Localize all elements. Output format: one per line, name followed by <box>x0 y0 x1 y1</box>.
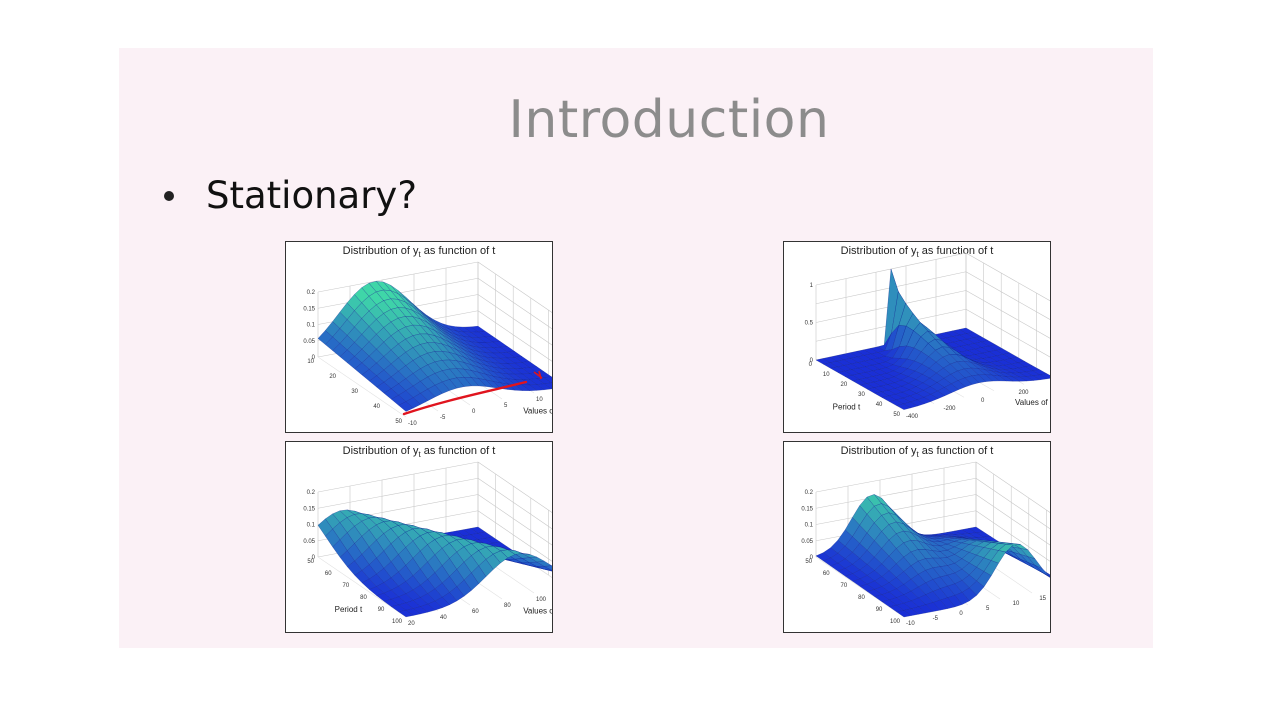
y-tick-label: 20 <box>408 621 415 627</box>
t-tick-label: 50 <box>893 412 900 418</box>
y-axis-label: Period t <box>833 403 861 412</box>
y-tick-label: -10 <box>906 621 915 627</box>
surface-plot: 0.20.150.10.0505060708090100204060801001… <box>303 461 553 627</box>
y-tick-label: -5 <box>440 415 446 421</box>
t-tick-label: 30 <box>351 389 358 395</box>
z-tick-label: 0.2 <box>307 490 316 496</box>
figure-title: Distribution of yt as function of t <box>840 445 994 460</box>
z-tick-label: 0.2 <box>805 490 814 496</box>
t-tick-label: 20 <box>329 374 336 380</box>
z-tick-label: 0 <box>312 355 316 361</box>
y-tick-label: 10 <box>1013 601 1020 607</box>
z-tick-label: 0.05 <box>801 539 813 545</box>
figure-bottom-right: Distribution of yt as function of t 0.2 0… <box>783 441 1051 633</box>
figure-top-right: Distribution of yt as function of t 1 0.5… <box>783 241 1051 433</box>
figure-top-left: Distribution of yt as function of t 0.2 0… <box>285 241 553 433</box>
z-tick-label: 0.1 <box>307 523 316 529</box>
y-tick-label: -10 <box>408 421 417 427</box>
t-tick-label: 40 <box>876 402 883 408</box>
t-tick-label: 50 <box>805 559 812 565</box>
surface-plot: 0.20.150.10.0505060708090100-10-50510152… <box>801 461 1050 627</box>
y-tick-label: 60 <box>472 609 479 615</box>
y-tick-label: -400 <box>906 414 919 420</box>
y-tick-label: -5 <box>933 616 939 622</box>
bullet-dot-icon <box>164 190 174 201</box>
t-tick-label: 70 <box>841 583 848 589</box>
z-tick-label: 0.05 <box>303 539 315 545</box>
y-axis-label: Period t <box>335 605 363 614</box>
z-tick-label: 0 <box>810 555 814 561</box>
z-tick-label: 0.1 <box>805 523 814 529</box>
y-tick-label: 0 <box>472 409 476 415</box>
y-tick-label: 15 <box>1039 596 1046 602</box>
t-tick-label: 0 <box>809 362 813 368</box>
t-tick-label: 20 <box>841 382 848 388</box>
t-tick-label: 100 <box>392 619 403 625</box>
pen-annotation <box>402 380 528 416</box>
y-tick-label: 0 <box>959 611 963 617</box>
t-tick-label: 90 <box>378 607 385 613</box>
y-tick-label: 0 <box>981 398 985 404</box>
figure-title: Distribution of yt as function of t <box>342 245 496 260</box>
y-tick-label: 10 <box>536 397 543 403</box>
t-tick-label: 60 <box>823 571 830 577</box>
y-tick-label: 100 <box>536 597 547 603</box>
y-tick-label: 5 <box>986 606 990 612</box>
t-tick-label: 50 <box>307 559 314 565</box>
t-tick-label: 10 <box>307 359 314 365</box>
x-axis-label: Values of Y <box>1015 398 1051 407</box>
y-tick-label: 80 <box>504 603 511 609</box>
bullet-text: Stationary? <box>206 174 417 217</box>
z-tick-label: 0 <box>312 555 316 561</box>
z-tick-label: 0.1 <box>307 323 316 329</box>
y-tick-label: 40 <box>440 615 447 621</box>
t-tick-label: 90 <box>876 607 883 613</box>
t-tick-label: 10 <box>823 372 830 378</box>
t-tick-label: 80 <box>360 595 367 601</box>
x-axis-label: Values of Y <box>523 406 553 415</box>
bullet-item: Stationary? <box>164 174 417 217</box>
surface-patch <box>1049 576 1050 578</box>
t-tick-label: 70 <box>343 583 350 589</box>
surface-patch <box>398 401 414 412</box>
y-tick-label: 5 <box>504 403 508 409</box>
z-tick-label: 0.15 <box>303 306 315 312</box>
z-tick-label: 0 <box>810 358 814 364</box>
figure-title: Distribution of yt as function of t <box>840 245 994 260</box>
y-tick-label: 200 <box>1019 390 1030 396</box>
z-tick-label: 0.5 <box>805 321 814 327</box>
z-tick-label: 0.05 <box>303 339 315 345</box>
surface-patch <box>896 610 912 618</box>
t-tick-label: 80 <box>858 595 865 601</box>
figure-title: Distribution of yt as function of t <box>342 445 496 460</box>
z-tick-label: 0.2 <box>307 290 316 296</box>
surface-plot: 0.20.150.10.0501020304050-10-5051015Valu… <box>303 261 553 427</box>
surface-patch <box>1034 565 1050 577</box>
slide-title: Introduction <box>508 90 830 150</box>
z-tick-label: 0.15 <box>303 506 315 512</box>
z-tick-label: 1 <box>810 283 814 289</box>
surface-patch <box>398 610 414 618</box>
surface-patch <box>896 403 912 410</box>
figure-bottom-left: Distribution of yt as function of t 0.2 0… <box>285 441 553 633</box>
x-axis-label: Values of Y <box>523 606 553 615</box>
t-tick-label: 100 <box>890 619 901 625</box>
z-tick-label: 0.15 <box>801 506 813 512</box>
pen-annotation-mark <box>533 370 543 380</box>
t-tick-label: 40 <box>373 404 380 410</box>
t-tick-label: 30 <box>858 392 865 398</box>
t-tick-label: 60 <box>325 571 332 577</box>
t-tick-label: 50 <box>395 419 402 425</box>
y-tick-label: -200 <box>944 406 957 412</box>
